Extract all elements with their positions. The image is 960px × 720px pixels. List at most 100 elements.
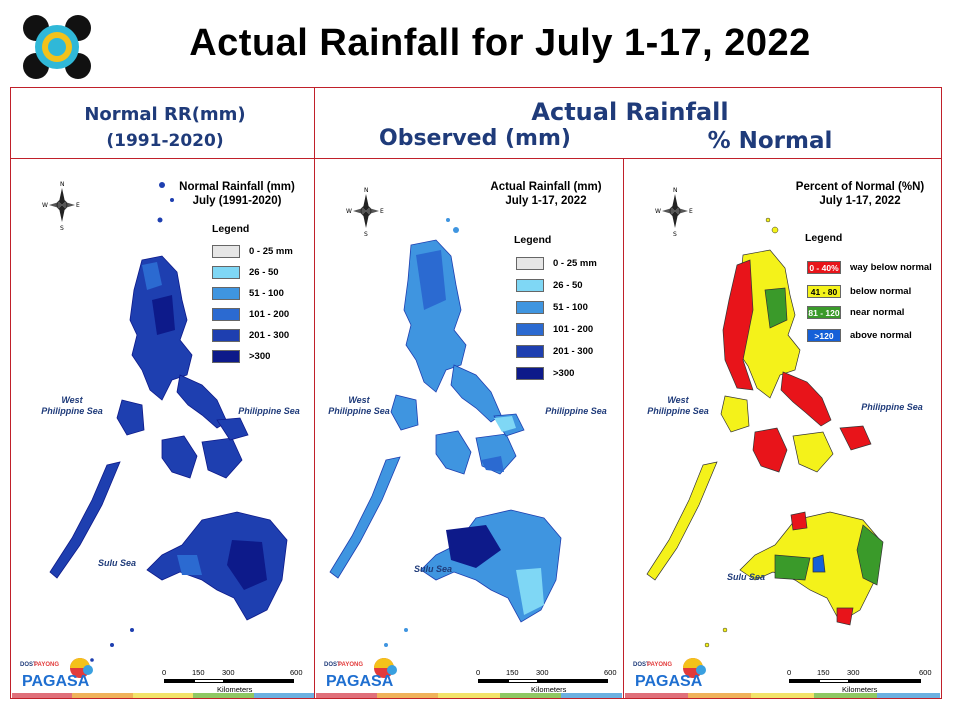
legend-item: 101 - 200 [516,322,593,337]
compass-rose-icon: N W E S [42,181,80,230]
pagasa-logo: DOST PAYONG PAGASA [18,656,108,698]
strip-segment [12,693,73,698]
legend-swatch [516,323,544,336]
strip-segment [316,693,378,698]
svg-text:S: S [673,231,677,236]
svg-text:DOST: DOST [633,662,650,668]
rainfall-map-observed [329,218,562,647]
svg-text:E: E [380,208,384,215]
header-percent-normal: % Normal [707,128,833,154]
strip-segment [560,693,622,698]
legend-item: 51 - 100 [516,300,588,315]
header-observed: Observed (mm) [379,126,571,151]
header-normal-period: (1991-2020) [106,131,224,151]
strip-segment [377,693,439,698]
svg-text:E: E [689,208,693,215]
sea-label-west-sub: Philippine Sea [41,406,103,416]
svg-text:E: E [76,202,80,209]
sea-label-philippine: Philippine Sea [238,406,300,416]
pagasa-logo: DOST PAYONG PAGASA [631,656,721,698]
agency-logo [23,15,91,79]
legend-swatch [516,257,544,270]
svg-text:PAYONG: PAYONG [338,662,363,668]
map-title-line2: July 1-17, 2022 [505,195,587,207]
legend-swatch [212,350,240,363]
legend-swatch [516,367,544,380]
legend-title: Legend [514,234,552,246]
map-panel-observed: N W E S Actual Rainfall (mm) July 1-17, … [316,160,622,698]
legend-swatch [516,279,544,292]
svg-text:PAYONG: PAYONG [647,662,672,668]
svg-text:W: W [42,202,48,209]
svg-text:W: W [655,208,661,215]
map-title-line1: Percent of Normal (%N) [795,181,925,193]
map-title-line1: Actual Rainfall (mm) [490,181,602,193]
strip-segment [132,693,194,698]
scale-bar: 0 150 300 600 Kilometers [787,668,932,694]
strip-segment [499,693,561,698]
svg-text:N: N [364,187,369,194]
legend-item: 201 - 300 [212,328,289,343]
sea-label-sulu: Sulu Sea [413,564,452,574]
legend-swatch [516,345,544,358]
legend-swatch [212,329,240,342]
svg-text:PAGASA: PAGASA [22,673,90,690]
map-panel-normal: N W E S Normal Rainfall (mm) July (1991-… [12,160,314,698]
panel-frame [10,87,942,699]
legend-item: 81 - 120 near normal [807,306,905,319]
divider-left [314,87,315,699]
legend-swatch: 81 - 120 [807,306,841,319]
legend-item: 0 - 25 mm [212,244,293,259]
compass-rose-icon: N W E S [655,187,693,236]
strip-segment [438,693,500,698]
scale-bar: 0 150 300 600 Kilometers [476,668,617,694]
legend-item: 26 - 50 [516,278,583,293]
rainfall-map-normal [49,182,288,662]
map-title-line1: Normal Rainfall (mm) [179,181,295,193]
compass-rose-icon: N W E S [346,187,384,236]
header-divider [10,158,942,159]
legend-item: 26 - 50 [212,265,279,280]
strip-segment [688,693,751,698]
svg-text:DOST: DOST [20,662,37,668]
percent-normal-map [646,217,884,648]
sea-label-west-sub: Philippine Sea [328,406,390,416]
strip-segment [814,693,877,698]
strip-segment [751,693,814,698]
sea-label-west-sub: Philippine Sea [647,406,709,416]
strip-segment [193,693,254,698]
strip-segment [253,693,314,698]
svg-text:PAGASA: PAGASA [326,673,394,690]
svg-text:N: N [60,181,65,188]
sea-label-philippine: Philippine Sea [861,402,923,412]
legend-item: >120 above normal [807,328,912,343]
slide-title: Actual Rainfall for July 1-17, 2022 [189,22,811,64]
legend-swatch: 41 - 80 [807,285,841,298]
header-normal: Normal RR(mm) [84,104,246,125]
legend-swatch [212,245,240,258]
legend-item: 41 - 80 below normal [807,284,911,299]
sea-label-west: West [61,395,83,405]
svg-text:PAGASA: PAGASA [635,673,703,690]
strip-segment [877,693,940,698]
legend-swatch: 0 - 40% [807,261,841,274]
legend-swatch [516,301,544,314]
legend-item: 201 - 300 [516,344,593,359]
legend-swatch [212,266,240,279]
legend-item: 51 - 100 [212,286,284,301]
legend-item: >300 [212,349,270,364]
svg-text:N: N [673,187,678,194]
legend-title: Legend [212,223,250,235]
legend-swatch: >120 [807,329,841,342]
svg-text:PAYONG: PAYONG [34,662,59,668]
legend-item: 101 - 200 [212,307,289,322]
sea-label-sulu: Sulu Sea [97,558,136,568]
sea-label-west: West [348,395,370,405]
pagasa-logo: DOST PAYONG PAGASA [322,656,412,698]
sea-label-philippine: Philippine Sea [545,406,607,416]
sea-label-sulu: Sulu Sea [726,572,765,582]
header-actual: Actual Rainfall [531,98,729,126]
svg-text:S: S [364,231,368,236]
map-title-line2: July (1991-2020) [192,195,282,207]
map-title-line2: July 1-17, 2022 [819,195,901,207]
